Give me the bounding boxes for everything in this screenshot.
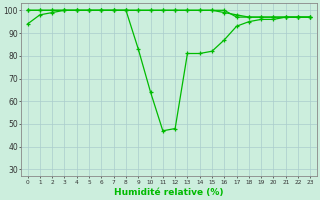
X-axis label: Humidité relative (%): Humidité relative (%) — [114, 188, 224, 197]
